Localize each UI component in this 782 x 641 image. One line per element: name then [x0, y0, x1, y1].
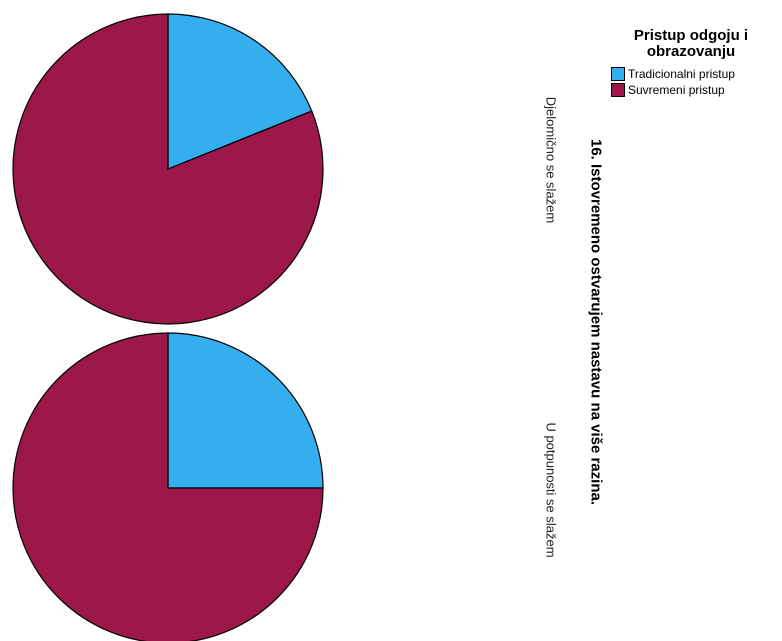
legend-title: Pristup odgoju i obrazovanju: [633, 27, 749, 60]
slice-suvremeni: [12, 13, 324, 325]
legend: Pristup odgoju i obrazovanju Tradicional…: [611, 28, 781, 98]
chart-title: 16. Istovremeno ostvarujem nastavu na vi…: [587, 139, 605, 505]
legend-item-suvremeni: Suvremeni pristup: [611, 82, 781, 98]
pie-djelomicno: [12, 13, 324, 325]
legend-item-tradicionalni: Tradicionalni pristup: [611, 66, 781, 82]
legend-swatch-tradicionalni: [611, 67, 625, 81]
pie-u-potpunosti: [12, 332, 324, 641]
legend-label-tradicionalni: Tradicionalni pristup: [628, 67, 735, 81]
legend-label-suvremeni: Suvremeni pristup: [628, 83, 725, 97]
slice-tradicionalni: [167, 13, 313, 170]
pie-label-djelomicno: Djelomično se slažem: [543, 96, 559, 224]
legend-swatch-suvremeni: [611, 83, 625, 97]
slice-tradicionalni: [167, 332, 324, 489]
slice-suvremeni: [12, 332, 324, 641]
pie-label-u-potpunosti: U potpunosti se slažem: [543, 422, 559, 558]
